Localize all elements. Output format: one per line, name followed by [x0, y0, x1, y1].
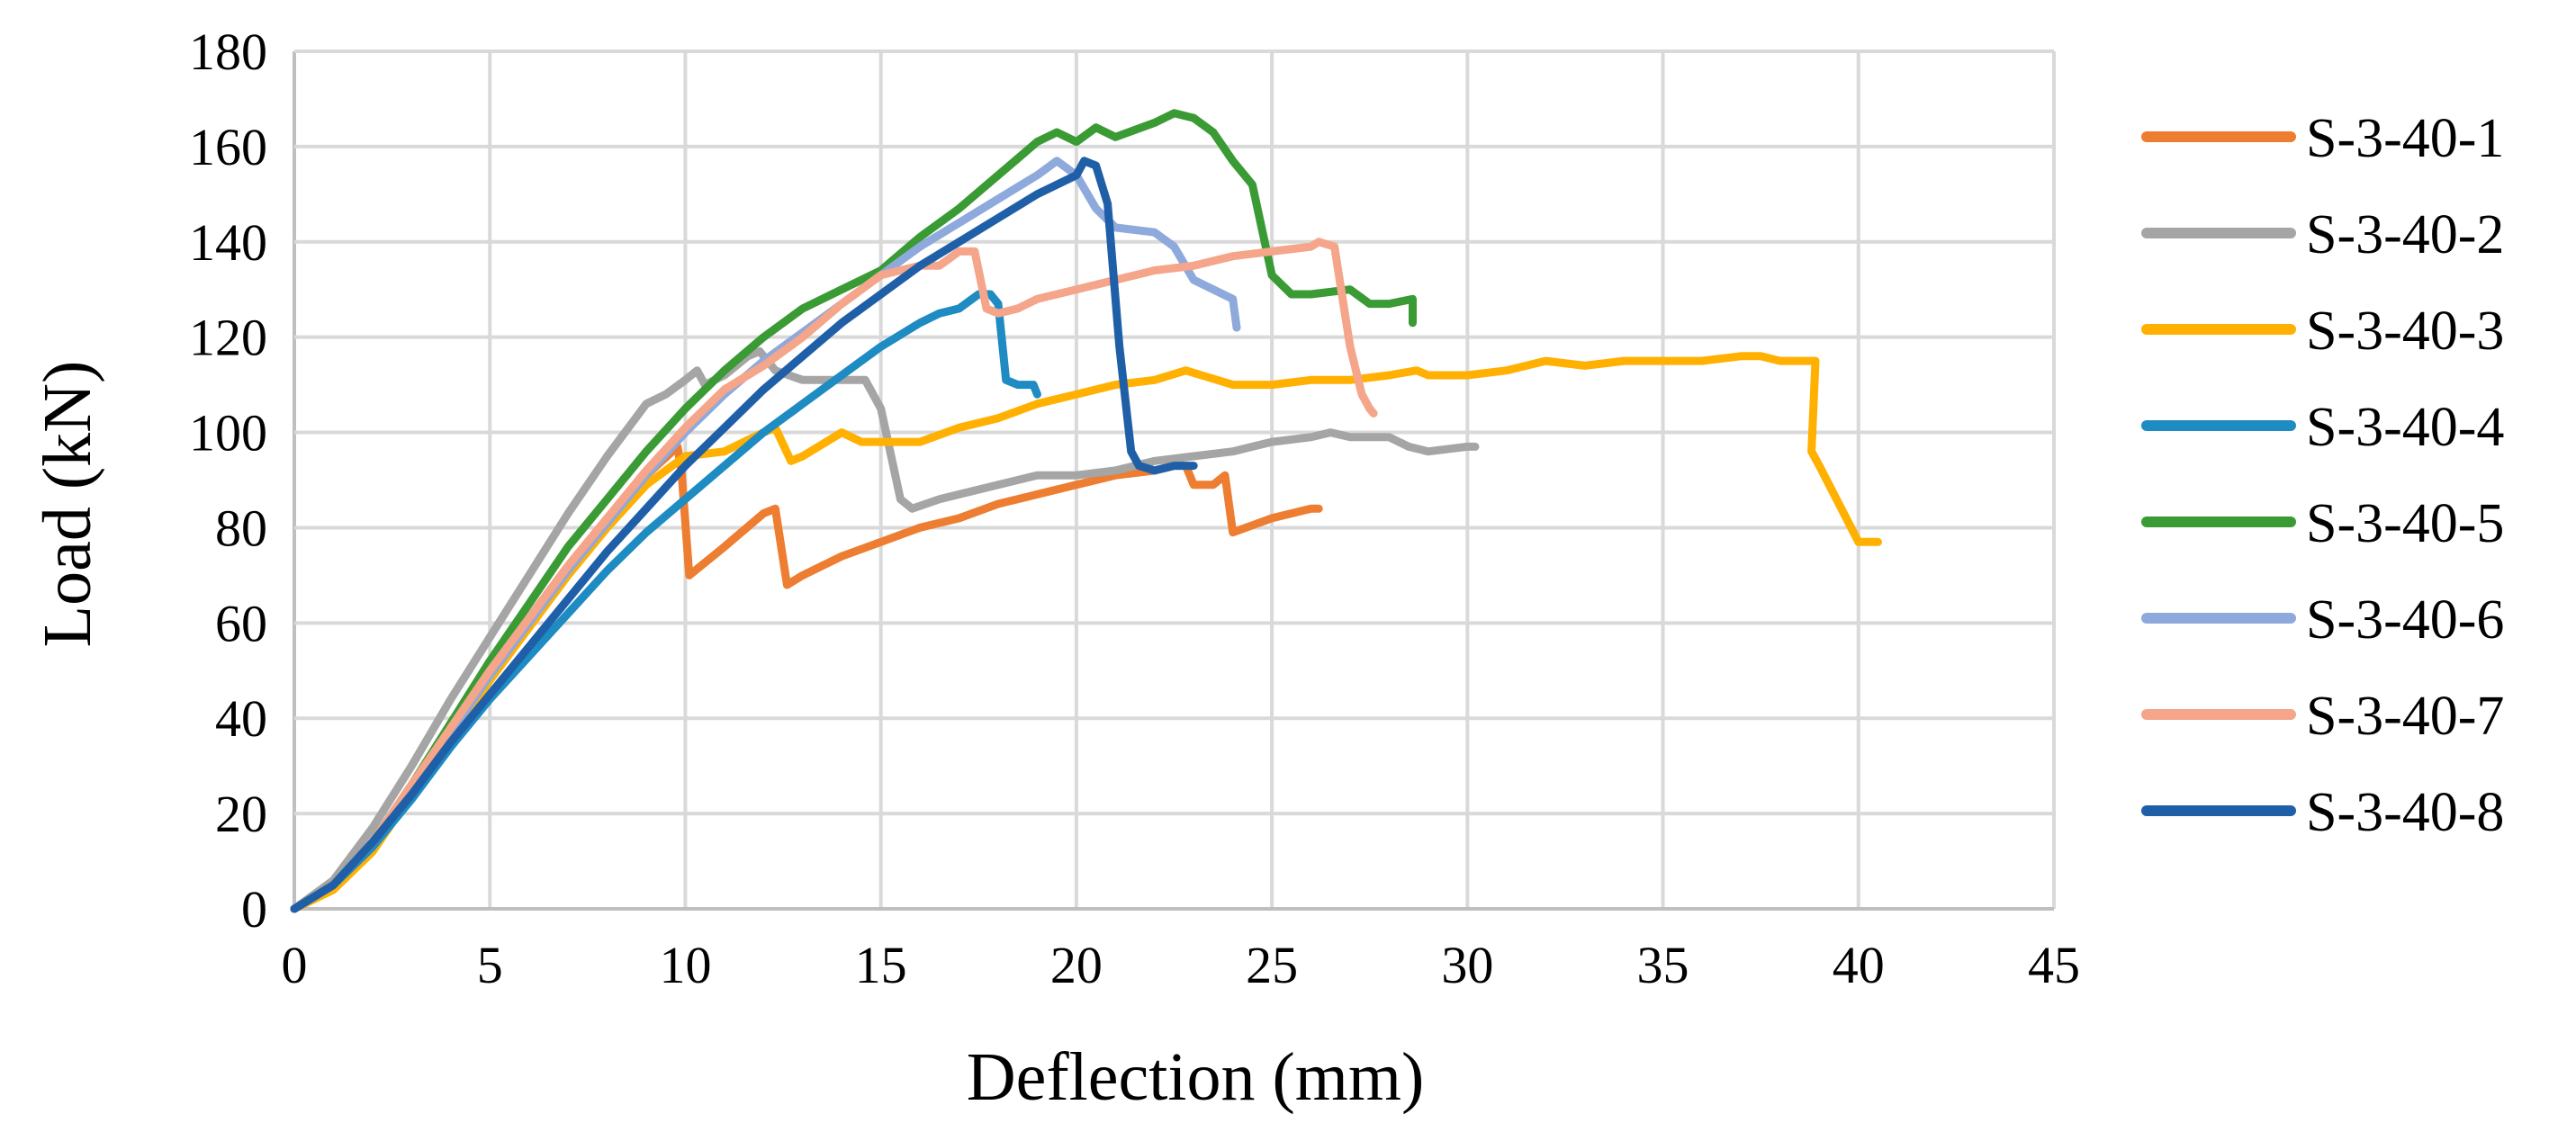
- y-tick-label: 140: [189, 213, 267, 272]
- x-tick-label: 20: [1050, 936, 1103, 994]
- x-tick-label: 15: [855, 936, 907, 994]
- x-tick-label: 25: [1246, 936, 1298, 994]
- y-tick-labels: 0 20 40 60 80 100 120 140 160 180: [189, 22, 267, 939]
- x-tick-label: 10: [659, 936, 711, 994]
- series-lines: [290, 109, 1882, 913]
- legend-label: S-3-40-7: [2306, 686, 2504, 747]
- y-tick-label: 120: [189, 309, 267, 367]
- x-tick-label: 45: [2028, 936, 2080, 994]
- y-tick-label: 80: [215, 499, 267, 557]
- series-line-s-3-40-3: [290, 352, 1882, 913]
- y-tick-label: 100: [189, 404, 267, 463]
- y-axis-title: Load (kN): [30, 361, 105, 648]
- x-tick-labels: 0 5 10 15 20 25 30 35 40 45: [282, 936, 2081, 994]
- legend-label: S-3-40-3: [2306, 301, 2504, 362]
- x-axis-title: Deflection (mm): [967, 1039, 1425, 1115]
- series-line-s-3-40-8: [290, 157, 1198, 913]
- series-line-s-3-40-4: [290, 290, 1041, 913]
- y-tick-label: 40: [215, 689, 267, 748]
- legend-label: S-3-40-4: [2306, 397, 2504, 458]
- legend-label: S-3-40-1: [2306, 108, 2504, 169]
- series-line-s-3-40-6: [290, 157, 1241, 913]
- x-tick-label: 30: [1441, 936, 1493, 994]
- legend: S-3-40-1 S-3-40-2 S-3-40-3 S-3-40-4 S-3-40-5…: [2141, 108, 2504, 843]
- y-tick-label: 60: [215, 594, 267, 652]
- legend-label: S-3-40-8: [2306, 782, 2504, 843]
- y-tick-label: 180: [189, 22, 267, 81]
- x-tick-label: 35: [1637, 936, 1689, 994]
- plot-area: [293, 49, 2056, 911]
- series-line-s-3-40-7: [290, 238, 1378, 913]
- series-line-s-3-40-5: [290, 109, 1417, 913]
- legend-label: S-3-40-2: [2306, 204, 2504, 265]
- legend-label: S-3-40-5: [2306, 493, 2504, 554]
- y-tick-label: 20: [215, 785, 267, 843]
- x-tick-label: 40: [1833, 936, 1885, 994]
- y-tick-label: 160: [189, 118, 267, 176]
- y-tick-label: 0: [241, 880, 267, 939]
- legend-label: S-3-40-6: [2306, 589, 2504, 651]
- x-tick-label: 5: [477, 936, 503, 994]
- series-line-s-3-40-1: [290, 442, 1323, 913]
- series-line-s-3-40-2: [290, 347, 1480, 913]
- x-tick-label: 0: [282, 936, 308, 994]
